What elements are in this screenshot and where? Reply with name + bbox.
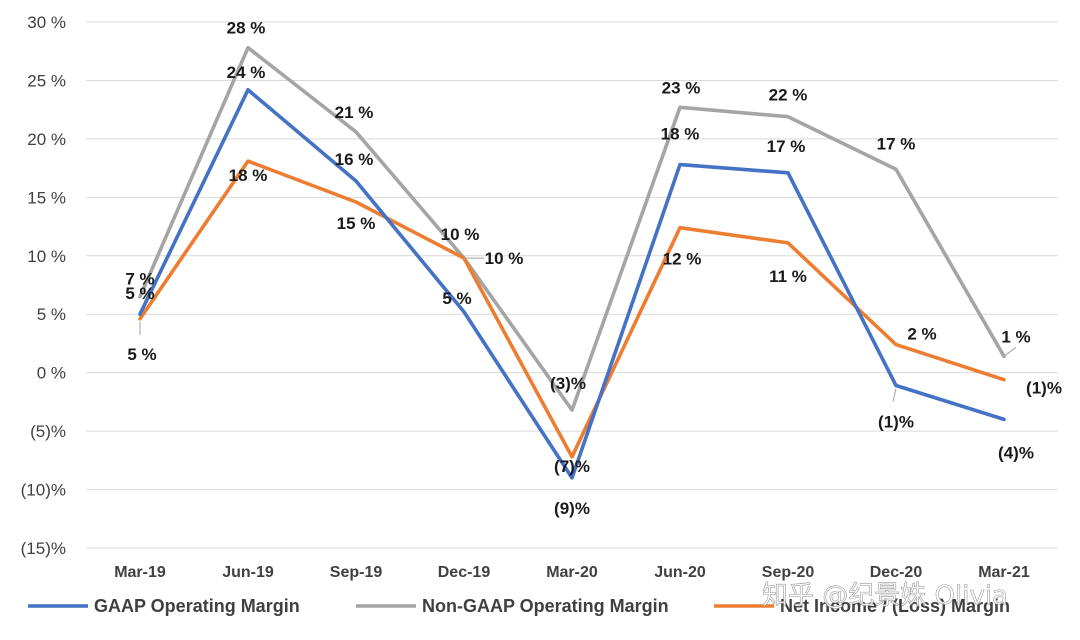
x-tick-label: Mar-19 bbox=[114, 564, 166, 581]
data-label: 7 % bbox=[125, 270, 154, 289]
data-label: (7)% bbox=[554, 457, 590, 476]
x-tick-label: Jun-19 bbox=[222, 564, 274, 581]
data-label: 22 % bbox=[769, 86, 808, 105]
x-tick-label: Dec-19 bbox=[438, 564, 491, 581]
data-label: 5 % bbox=[442, 289, 471, 308]
y-tick-label: (10)% bbox=[21, 481, 66, 500]
legend-label: Non-GAAP Operating Margin bbox=[422, 596, 669, 616]
data-label: (1)% bbox=[878, 413, 914, 432]
data-label: 23 % bbox=[662, 78, 701, 97]
x-tick-label: Sep-19 bbox=[330, 564, 383, 581]
series-line-0 bbox=[138, 88, 1006, 480]
leader-line bbox=[1003, 346, 1017, 357]
x-tick-label: Sep-20 bbox=[762, 564, 815, 581]
x-axis-ticks: Mar-19 Jun-19 Sep-19 Dec-19 Mar-20 Jun-20 Sep-… bbox=[114, 564, 1030, 581]
y-tick-label: (5)% bbox=[30, 422, 66, 441]
data-label: 24 % bbox=[227, 63, 266, 82]
label-leaders bbox=[139, 257, 1017, 402]
legend: GAAP Operating Margin Non-GAAP Operating … bbox=[28, 596, 1010, 616]
data-label: 12 % bbox=[663, 250, 702, 269]
x-tick-label: Mar-20 bbox=[546, 564, 598, 581]
data-label: 17 % bbox=[767, 137, 806, 156]
data-label: 17 % bbox=[877, 134, 916, 153]
y-tick-label: 0 % bbox=[37, 364, 66, 383]
y-tick-label: 10 % bbox=[27, 247, 66, 266]
y-tick-label: 30 % bbox=[27, 13, 66, 32]
y-tick-label: 15 % bbox=[27, 188, 66, 207]
data-label: 16 % bbox=[335, 150, 374, 169]
y-tick-label: 20 % bbox=[27, 130, 66, 149]
data-label: 2 % bbox=[907, 325, 936, 344]
data-labels: 5 % 24 % 16 % 5 % (9)% 18 % 17 % (1)% (4)% 7 % 28 … bbox=[125, 19, 1062, 518]
legend-label: Net Income / (Loss) Margin bbox=[780, 596, 1010, 616]
data-label: 1 % bbox=[1001, 327, 1030, 346]
data-label: (4)% bbox=[998, 443, 1034, 462]
series-line-2 bbox=[138, 159, 1006, 459]
data-label: 21 % bbox=[335, 103, 374, 122]
x-tick-label: Mar-21 bbox=[978, 564, 1030, 581]
x-tick-label: Dec-20 bbox=[870, 564, 923, 581]
data-label: (3)% bbox=[550, 374, 586, 393]
y-axis-ticks: 30 % 25 % 20 % 15 % 10 % 5 % 0 % (5)% (10)% (15)% bbox=[21, 13, 66, 558]
data-label: 15 % bbox=[337, 214, 376, 233]
x-tick-label: Jun-20 bbox=[654, 564, 706, 581]
y-tick-label: 5 % bbox=[37, 305, 66, 324]
gridlines bbox=[86, 21, 1058, 549]
data-label: 18 % bbox=[661, 125, 700, 144]
data-label: 28 % bbox=[227, 19, 266, 38]
watermark-text: 知乎 @纪景姝 Olivia bbox=[762, 581, 1008, 611]
data-label: 10 % bbox=[441, 225, 480, 244]
data-label: (9)% bbox=[554, 499, 590, 518]
series-line-1 bbox=[138, 45, 1006, 412]
data-label: (1)% bbox=[1026, 379, 1062, 398]
data-label: 5 % bbox=[125, 284, 154, 303]
y-tick-label: 25 % bbox=[27, 71, 66, 90]
legend-label: GAAP Operating Margin bbox=[94, 596, 300, 616]
data-label: 11 % bbox=[769, 267, 807, 286]
y-tick-label: (15)% bbox=[21, 539, 66, 558]
series-lines bbox=[138, 45, 1006, 480]
data-label: 18 % bbox=[229, 166, 268, 185]
leader-line bbox=[892, 388, 897, 402]
data-label: 10 % bbox=[485, 249, 524, 268]
data-label: 5 % bbox=[127, 345, 156, 364]
